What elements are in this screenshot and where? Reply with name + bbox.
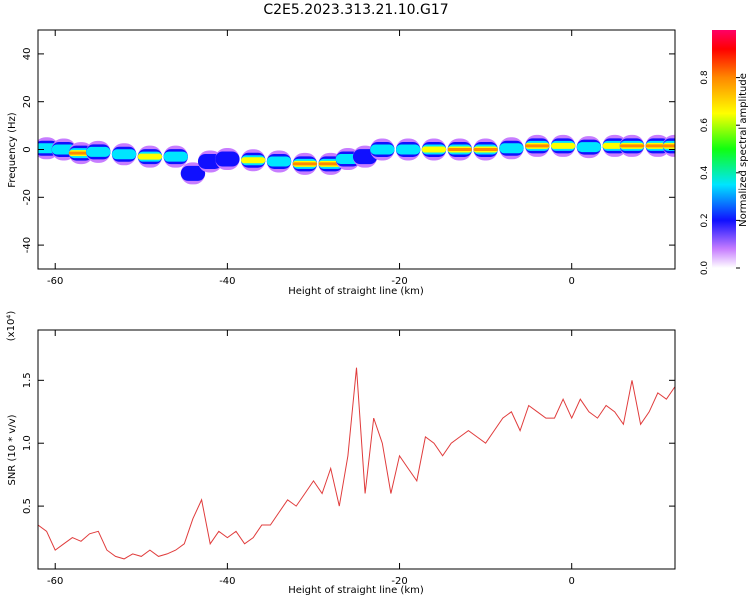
colorbar-ticks: 0.0 0.2 0.4 0.6 0.8 [700,70,740,275]
spectrogram-cell [137,153,163,160]
spectrogram-cell [550,142,576,149]
spectrogram-x-axis-label: Height of straight line (km) [288,286,424,297]
snr-x-tick-label: -60 [47,576,63,587]
snr-x-tick-label: 0 [569,576,575,587]
spectrogram-cell [215,151,240,167]
spectrogram-cell [370,144,395,155]
spectrogram-cell [619,144,645,148]
snr-x-ticks: -60 -40 -20 0 [47,330,575,587]
spectrogram-cell [576,142,602,153]
spectrogram-x-ticks: -60 -40 -20 0 [47,30,575,287]
snr-y-tick-label: 0.5 [22,498,33,514]
spectrogram-cell [421,146,447,153]
spectrogram-panel: -60 -40 -20 0 40 20 0 -20 -40 Height of straigh… [7,29,676,297]
spectrogram-x-tick-label: 0 [569,276,575,287]
spectrogram-cell [395,144,421,155]
spectrogram-cell [662,144,675,148]
spectrogram-heat-layer [38,134,675,185]
spectrogram-y-axis-label: Frequency (Hz) [7,112,18,188]
spectrogram-x-tick-label: -20 [391,276,407,287]
spectrogram-cell [163,151,188,162]
spectrogram-cell [241,157,266,164]
colorbar-gradient [712,30,736,268]
snr-panel: -60 -40 -20 0 0.5 1.0 1.5 Height of straight … [6,311,676,596]
spectrogram-y-tick-label: 40 [22,48,33,61]
spectrogram-cell [180,165,206,181]
snr-x-tick-label: -20 [391,576,407,587]
colorbar: 0.0 0.2 0.4 0.6 0.8 Normalized spectral ampl… [700,30,749,275]
spectrogram-y-ticks: 40 20 0 -20 -40 [22,48,675,253]
spectrogram-cell [473,148,498,151]
snr-x-axis-label: Height of straight line (km) [288,585,424,596]
spectrogram-cell [499,143,524,154]
snr-y-ticks: 0.5 1.0 1.5 [22,372,675,514]
snr-y-multiplier: (x10⁴) [6,311,17,342]
spectrogram-cell [447,148,472,151]
colorbar-tick-label: 0.4 [700,165,710,180]
colorbar-label: Normalized spectral amplitude [738,73,749,227]
colorbar-tick-label: 0.0 [700,261,710,276]
spectrogram-cell [292,162,318,166]
snr-y-tick-label: 1.0 [22,435,33,451]
spectrogram-x-tick-label: -40 [219,276,235,287]
snr-plot-area [38,330,675,569]
spectrogram-cell [266,156,292,167]
colorbar-tick-label: 0.8 [700,70,710,85]
spectrogram-y-tick-label: 20 [22,95,33,108]
spectrogram-y-tick-label: -40 [22,237,33,253]
spectrogram-cell [86,146,111,157]
spectrogram-y-tick-label: -20 [22,189,33,205]
snr-y-axis-label: SNR (10 * v/v) [7,414,18,485]
spectrogram-x-tick-label: -60 [47,276,63,287]
colorbar-tick-label: 0.2 [700,213,710,227]
snr-y-tick-label: 1.5 [22,372,33,388]
snr-x-tick-label: -40 [219,576,235,587]
spectrogram-cell [111,149,137,160]
spectrogram-cell [525,144,550,148]
snr-series-line [38,367,675,560]
figure-title: C2E5.2023.313.21.10.G17 [263,2,448,18]
spectrogram-y-tick-label: 0 [22,146,33,152]
colorbar-tick-label: 0.6 [700,118,710,133]
snr-frame [37,329,676,570]
